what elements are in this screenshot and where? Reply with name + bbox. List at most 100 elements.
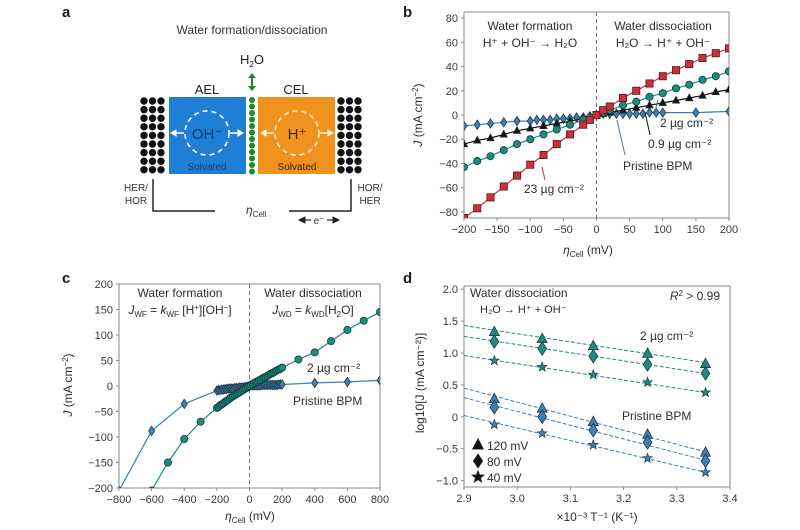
data-point [658, 89, 667, 98]
x-tick-label: 3.4 [722, 493, 737, 505]
d-label-2ug: 2 µg cm⁻² [640, 329, 693, 343]
data-point [539, 150, 548, 159]
data-point [725, 106, 729, 117]
electrode-particle [337, 97, 345, 105]
electron-arrows-icon [297, 216, 341, 224]
series-diamond [464, 334, 711, 381]
electrode-particle [140, 131, 148, 140]
data-point [310, 348, 319, 357]
data-point [645, 79, 654, 88]
y-tick-label: 1.0 [443, 348, 458, 360]
c-ylabel: J (mA cm−2) [61, 353, 75, 417]
y-tick-label: 0 [452, 110, 458, 122]
data-point [659, 107, 667, 118]
data-point [588, 422, 599, 438]
interface-particle [249, 168, 255, 175]
b-label-09ug: 0.9 µg cm⁻² [648, 137, 711, 151]
data-point [618, 105, 628, 114]
data-point [526, 135, 535, 144]
y-tick-label: −50 [94, 407, 113, 419]
data-point [619, 101, 628, 110]
ael-box [169, 97, 246, 174]
electrode-particle [140, 105, 148, 114]
data-point [672, 66, 681, 75]
data-point [685, 93, 694, 102]
electrode-particle [345, 97, 354, 105]
data-point [536, 427, 548, 439]
x-tick-label: −200 [204, 494, 229, 506]
electrode-particle [354, 148, 362, 157]
electrode-particle [148, 131, 157, 140]
electrode-particle [148, 114, 157, 122]
circuit-wire [152, 179, 352, 212]
ael-arrows-icon [170, 129, 244, 137]
fit-line [464, 325, 706, 364]
data-point [685, 60, 694, 69]
electrode-particle [345, 157, 354, 165]
data-point [148, 425, 156, 437]
y-tick-label: 0 [452, 412, 458, 424]
x-tick-label: 3.0 [510, 493, 525, 505]
b-annotation-right-title: Water dissociation [614, 19, 712, 33]
cel-box [258, 97, 335, 174]
x-tick-label: −150 [485, 224, 510, 236]
y-tick-label: −40 [439, 158, 458, 170]
x-tick-label: 0 [593, 224, 599, 236]
electrode-particle [148, 105, 157, 114]
data-point [699, 386, 712, 398]
x-tick-label: −200 [452, 224, 477, 236]
data-point [566, 120, 575, 129]
data-point [278, 379, 286, 390]
data-point [646, 107, 653, 118]
electrode-particle [157, 157, 165, 165]
data-point [579, 120, 588, 129]
data-point [692, 107, 700, 118]
data-point [698, 54, 707, 63]
data-point [499, 182, 508, 191]
data-point [599, 106, 608, 115]
x-tick-label: 3.1 [563, 493, 578, 505]
legend-label: 120 mV [487, 439, 528, 453]
data-point [376, 375, 380, 386]
data-point [642, 434, 653, 450]
b-annotation-left-title: Water formation [488, 19, 573, 33]
data-point [311, 377, 319, 389]
chart-c: c −800 −600 −400 −200 0 200 400 600 800 −200 −150 −… [61, 270, 389, 525]
electrode-particle [140, 123, 148, 131]
y-tick-label: 80 [446, 13, 458, 25]
series-square [464, 44, 729, 218]
electrode-particle [157, 97, 165, 105]
interface-particle [249, 110, 255, 116]
b-leader-23 [541, 166, 546, 181]
data-point [278, 363, 287, 372]
electrode-particle [148, 148, 157, 157]
x-tick-label: 3.2 [616, 493, 631, 505]
data-point [658, 72, 667, 81]
series-circle [148, 308, 380, 488]
data-point [658, 97, 667, 106]
data-point [698, 90, 707, 99]
c-annotation-right-eq: JWD = kWD[H2O] [271, 303, 353, 319]
data-point [148, 486, 155, 488]
data-point [473, 204, 482, 213]
data-point [711, 72, 720, 81]
data-point [592, 111, 601, 120]
fit-line [464, 397, 706, 461]
legend-marker-star [470, 469, 486, 484]
cel-label: CEL [283, 82, 308, 97]
data-point [180, 398, 188, 410]
electrode-particle [354, 140, 362, 148]
electrode-particle [345, 123, 354, 131]
interface-particle [249, 129, 255, 136]
electrode-particle [140, 157, 148, 165]
electrode-particle [337, 140, 345, 148]
data-point [163, 458, 172, 467]
data-point [699, 466, 712, 478]
electrode-particle [157, 123, 165, 131]
x-tick-label: 3.3 [669, 493, 684, 505]
y-tick-label: −200 [88, 483, 113, 495]
interface-particle [249, 103, 255, 110]
data-point [711, 49, 720, 58]
fit-line [464, 355, 706, 394]
